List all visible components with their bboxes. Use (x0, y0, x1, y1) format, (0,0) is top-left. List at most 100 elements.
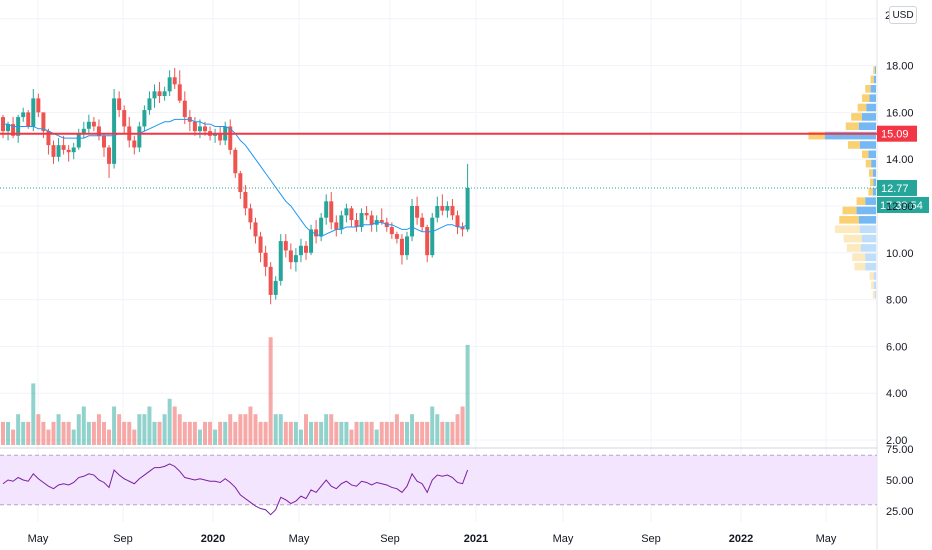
volume-bar (379, 421, 384, 445)
rsi-tick-label: 75.00 (886, 444, 914, 456)
candle (76, 128, 81, 150)
candle (394, 231, 399, 244)
vp-up-bar (865, 85, 871, 93)
volume-bar (162, 414, 167, 445)
candle (309, 224, 314, 256)
volume-bar (122, 421, 127, 445)
candle (177, 70, 182, 104)
vp-up-bar (873, 66, 875, 74)
volume-bar (349, 429, 354, 445)
candle (61, 135, 66, 155)
volume-bar (117, 414, 122, 445)
candle (369, 210, 374, 232)
volume-bar (66, 421, 71, 445)
volume-bar (309, 421, 314, 445)
volume-bar (167, 398, 172, 445)
volume-bar (107, 429, 112, 445)
vp-down-bar (865, 253, 876, 262)
volume-bar (440, 421, 445, 445)
volume-bar (137, 414, 142, 445)
vp-down-bar (870, 85, 876, 93)
price-tag (877, 179, 917, 196)
volume-bar (112, 406, 117, 445)
vp-up-bar (868, 187, 873, 196)
vp-down-bar (861, 113, 876, 121)
candle (425, 224, 430, 263)
candle (66, 145, 71, 162)
vp-up-bar (808, 131, 825, 140)
volume-bar (31, 383, 36, 445)
volume-bar (16, 414, 21, 445)
vp-up-bar (834, 225, 860, 233)
candle (96, 119, 101, 141)
volume-bar (157, 421, 162, 445)
candle (127, 117, 132, 148)
volume-bar (46, 429, 51, 445)
vp-down-bar (824, 131, 876, 140)
candle (31, 89, 36, 132)
volume-bar (177, 414, 182, 445)
x-tick-label: 2022 (729, 533, 753, 545)
candle (288, 243, 293, 270)
volume-bar (11, 429, 16, 445)
volume-bar (420, 421, 425, 445)
candle (142, 105, 147, 132)
vp-down-bar (872, 169, 876, 177)
rsi-tick-label: 25.00 (886, 506, 914, 518)
x-tick-label: May (28, 533, 49, 545)
vp-down-bar (858, 122, 876, 131)
volume-bar (364, 421, 369, 445)
vp-down-bar (859, 225, 876, 233)
price-axis[interactable]: 18.00 16.00 14.00 12.00 10.00 8.00 6.00 4.00 2.0… (886, 61, 914, 518)
volume-bar (253, 414, 258, 445)
volume-bar (324, 414, 329, 445)
currency-badge[interactable]: USD (889, 6, 917, 24)
candle (36, 93, 41, 118)
volume-bar (384, 421, 389, 445)
vp-up-bar (861, 150, 869, 159)
time-axis[interactable]: May Sep 2020 May Sep 2021 May Sep 2022 May (28, 533, 837, 545)
volume-bar (152, 421, 157, 445)
volume-bar (233, 421, 238, 445)
candle (263, 245, 268, 277)
vp-down-bar (858, 216, 876, 224)
volume-bar (288, 421, 293, 445)
candle (71, 142, 76, 160)
candle (56, 138, 61, 162)
vp-up-bar (872, 290, 875, 299)
volume-bar (127, 421, 132, 445)
volume-bar (213, 429, 218, 445)
volume-bar (445, 421, 450, 445)
volume-bar (147, 406, 152, 445)
volume-bar (460, 406, 465, 445)
price-tag-label: 15.09 (881, 129, 909, 141)
candle (430, 213, 435, 258)
candle (112, 89, 117, 169)
candle (147, 91, 152, 115)
price-tag-label: 12.77 (881, 183, 909, 195)
vp-down-bar (869, 94, 876, 102)
volume-bar (56, 414, 61, 445)
candle (410, 198, 415, 242)
volume-bar (268, 337, 273, 445)
countdown-tag (877, 196, 929, 213)
volume-bar (248, 406, 253, 445)
vp-up-bar (839, 216, 859, 224)
volume-bar (339, 421, 344, 445)
vp-up-bar (869, 272, 874, 280)
candle (11, 117, 16, 139)
volume-bar (81, 406, 86, 445)
candle (218, 126, 223, 146)
vp-up-bar (868, 169, 873, 177)
volume-bar (314, 421, 319, 445)
candle (182, 91, 187, 125)
volume-bar (102, 421, 106, 445)
volume-bar (218, 421, 223, 445)
vp-up-bar (851, 113, 862, 121)
volume-bar (172, 406, 177, 445)
volume-bar (435, 414, 440, 445)
candle (314, 220, 319, 244)
volume-bar (319, 421, 324, 445)
volume-bar (455, 414, 460, 445)
